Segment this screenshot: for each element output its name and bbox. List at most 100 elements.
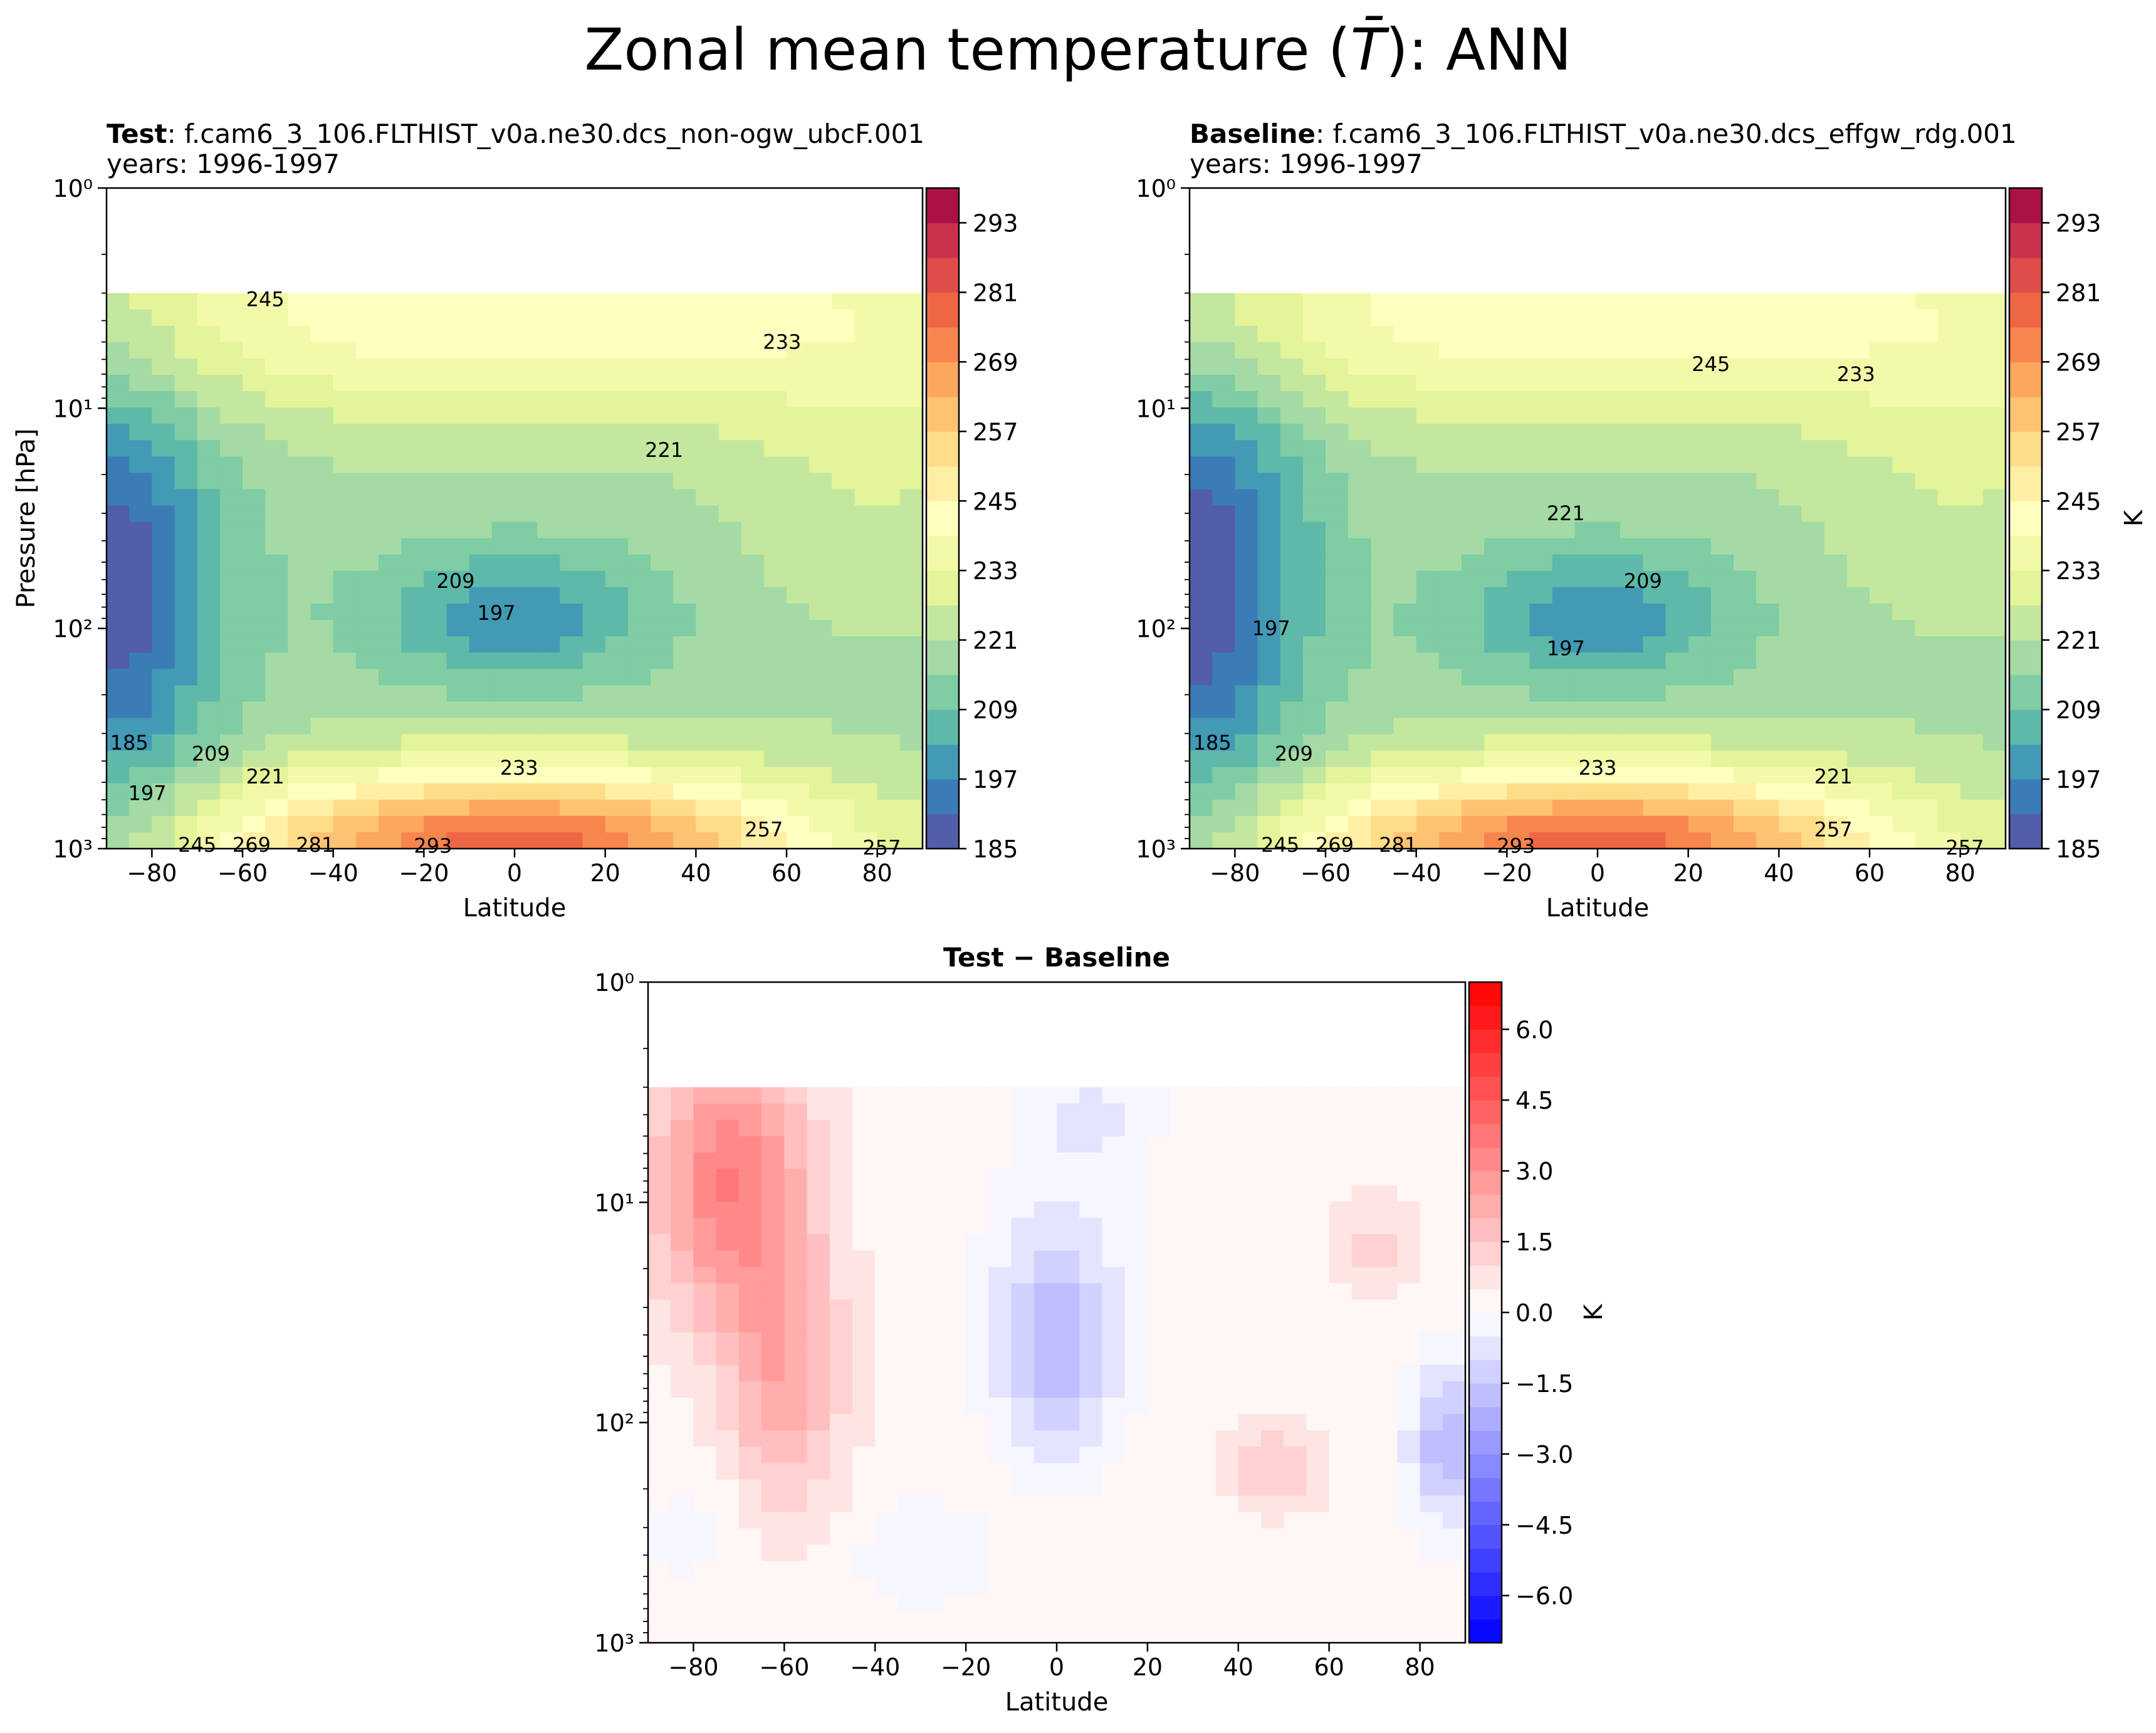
test-cell (219, 652, 243, 670)
baseline-cell (1643, 440, 1667, 458)
test-cell (787, 554, 810, 572)
difference-cell (671, 1561, 694, 1578)
baseline-cell (1529, 424, 1553, 441)
test-cell (582, 799, 606, 817)
baseline-cell (1326, 391, 1349, 408)
test-cell (673, 342, 697, 359)
baseline-cell (1371, 636, 1395, 653)
test-cell (605, 521, 629, 539)
baseline-cell (1598, 603, 1621, 620)
test-cell (787, 374, 810, 392)
difference-colorbar-band (1469, 1477, 1502, 1502)
test-cell (424, 603, 447, 620)
baseline-cell (1302, 799, 1326, 817)
test-cell (537, 783, 561, 800)
difference-cell (988, 1234, 1012, 1252)
baseline-cell (1779, 456, 1803, 474)
baseline-cell (1257, 799, 1281, 817)
baseline-cell (1302, 815, 1326, 833)
test-cell (310, 652, 334, 670)
difference-cell (897, 1299, 921, 1317)
baseline-cell (1507, 293, 1531, 310)
baseline-cell (1620, 767, 1644, 784)
test-cell (899, 832, 923, 849)
test-cell (243, 293, 266, 310)
baseline-cell (1937, 799, 1961, 817)
difference-cell (1306, 1528, 1330, 1546)
test-cell (787, 309, 810, 327)
difference-cell (1238, 1332, 1262, 1349)
difference-cell (1170, 1152, 1194, 1170)
test-cell (741, 767, 765, 784)
difference-cell (966, 1168, 990, 1186)
difference-cell (1170, 1512, 1194, 1529)
test-cell (491, 734, 515, 751)
test-cell (107, 325, 130, 343)
baseline-cell (1779, 293, 1803, 310)
baseline-cell (1280, 424, 1304, 441)
test-cell (537, 456, 561, 474)
test-cell (605, 652, 629, 670)
test-cell (424, 358, 447, 375)
test-cell (560, 832, 583, 849)
baseline-cell (1438, 374, 1462, 392)
difference-cell (943, 1610, 966, 1627)
test-cell (809, 440, 833, 458)
test-cell (854, 293, 878, 310)
baseline-cell (1801, 652, 1825, 670)
difference-cell (1102, 1610, 1126, 1627)
test-cell (491, 391, 515, 408)
test-cell (899, 815, 923, 833)
difference-cell (648, 1332, 672, 1349)
difference-cell (1374, 1332, 1398, 1349)
difference-cell (1397, 1316, 1421, 1333)
test-cell (310, 815, 334, 833)
baseline-cell (1212, 587, 1236, 604)
baseline-cell (1734, 407, 1757, 424)
difference-cell (1306, 1283, 1330, 1301)
test-cell (446, 293, 470, 310)
difference-colorbar-band (1469, 1359, 1502, 1384)
test-cell (197, 554, 221, 572)
baseline-cell (1302, 521, 1326, 539)
test-cell (537, 358, 561, 375)
baseline-cell (1734, 325, 1757, 343)
baseline-cell (1190, 456, 1213, 474)
baseline-cell (1462, 358, 1485, 375)
difference-cell (1011, 1332, 1035, 1349)
baseline-cell (1484, 424, 1508, 441)
baseline-cell (1507, 652, 1531, 670)
test-cell (515, 669, 538, 686)
baseline-cell (1734, 456, 1757, 474)
difference-cell (1193, 1626, 1217, 1643)
difference-cell (784, 1512, 808, 1529)
difference-cell (1261, 1103, 1285, 1121)
difference-cell (738, 1152, 762, 1170)
test-cell (379, 620, 402, 637)
difference-colorbar-tick-label: 3.0 (1515, 1158, 1553, 1185)
baseline-cell (1212, 440, 1236, 458)
test-cell (265, 701, 289, 719)
baseline-cell (1235, 505, 1259, 523)
test-cell (877, 473, 901, 490)
test-cell (243, 636, 266, 653)
difference-cell (693, 1463, 717, 1480)
difference-cell (1329, 1316, 1353, 1333)
difference-cell (1124, 1479, 1148, 1497)
test-cell (877, 734, 901, 751)
baseline-cell (1190, 832, 1213, 849)
baseline-cell (1416, 783, 1440, 800)
test-cell (401, 554, 425, 572)
baseline-cell (1190, 750, 1213, 768)
baseline-cell (1552, 783, 1576, 800)
baseline-colorbar-band (2009, 709, 2042, 745)
test-cell (627, 815, 651, 833)
test-cell (491, 718, 515, 735)
difference-cell (1351, 1168, 1375, 1186)
test-cell (673, 505, 697, 523)
baseline-cell (1235, 832, 1259, 849)
test-cell (129, 489, 153, 506)
difference-cell (1420, 1250, 1443, 1268)
test-cell (515, 701, 538, 719)
baseline-xtick-label: 40 (1764, 859, 1794, 887)
